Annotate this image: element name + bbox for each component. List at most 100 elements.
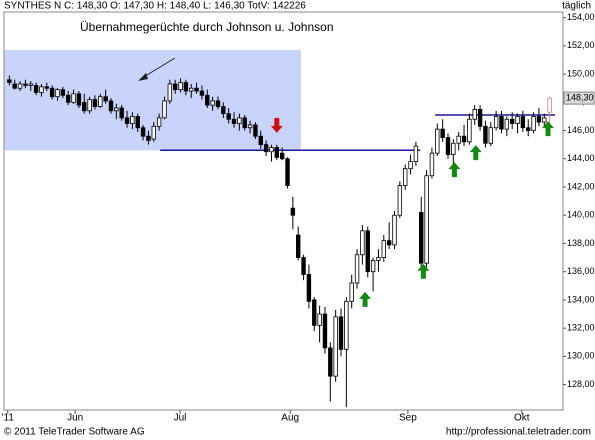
candle-body (76, 93, 82, 106)
annotation: Übernahmegerüchte durch Johnson u. Johns… (80, 20, 334, 34)
candle-body (515, 116, 520, 124)
candle-body (360, 230, 365, 256)
annotation-arrow (141, 57, 176, 79)
candle-body (451, 142, 456, 155)
candle-body (44, 86, 49, 89)
candle-body (317, 313, 322, 326)
candle-body (301, 257, 306, 275)
candle-body (536, 116, 542, 123)
candle-body (370, 259, 376, 273)
candle-body (226, 113, 231, 120)
candle-body (429, 152, 435, 177)
last-price-box (563, 91, 595, 105)
candle-body (376, 257, 381, 261)
candle-body (493, 116, 499, 129)
y-tick-label: 138,00 (567, 238, 595, 248)
candle-body (189, 87, 194, 92)
candle-body (98, 96, 103, 107)
y-tick-label: 140,00 (567, 210, 595, 220)
y-tick-label: 130,00 (567, 351, 595, 361)
chart-title: SYNTHES N C: 148,30 O: 147,30 H: 148,40 … (4, 1, 306, 12)
x-tick-label: Jun (67, 413, 83, 424)
footer-left: © 2011 TeleTrader Software AG (4, 427, 145, 438)
signal-arrow (359, 291, 372, 307)
candle-body (467, 118, 472, 143)
candle-body (488, 127, 493, 144)
candle-body (509, 118, 515, 124)
candle-body (354, 254, 360, 284)
y-tick-label: 142,00 (567, 181, 595, 191)
candle-body (338, 316, 344, 350)
candle-body (258, 135, 263, 146)
candle-body (397, 185, 403, 216)
candle-body (483, 125, 488, 144)
candle-body (504, 118, 510, 130)
candle-body (92, 99, 98, 107)
candle-body (87, 99, 92, 112)
candle-body (413, 145, 419, 163)
candle-body (461, 135, 467, 143)
candle-body (172, 83, 178, 91)
candle-body (167, 83, 173, 102)
y-tick-label: 134,00 (567, 294, 595, 304)
candle-body (65, 94, 71, 103)
candle-body (542, 117, 547, 123)
last-price-label: 148,30 (566, 92, 594, 102)
candle-body (269, 147, 274, 153)
candle-body (435, 128, 440, 154)
candle-body (477, 108, 483, 127)
candle-body (242, 117, 247, 129)
y-tick-label: 144,00 (567, 153, 595, 163)
candle-body (263, 144, 269, 153)
candle-body (349, 282, 354, 302)
y-tick-label: 146,00 (567, 125, 595, 135)
candle-body (402, 168, 408, 186)
plot-frame (3, 11, 564, 411)
candle-body (285, 158, 290, 186)
y-tick-label: 132,00 (567, 323, 595, 333)
candle-body (55, 89, 60, 98)
y-tick-label: 150,00 (567, 68, 595, 78)
candle-body (279, 152, 285, 160)
candle-body (23, 83, 28, 86)
candle-body (49, 87, 55, 98)
candle-body (237, 117, 242, 124)
candle-body (424, 175, 429, 264)
candle-body (472, 108, 477, 120)
x-tick-label: Aug (281, 413, 299, 424)
candle-body (12, 83, 17, 89)
candle-body (146, 135, 151, 141)
x-tick-label: Okt (514, 413, 530, 424)
candle-body (39, 86, 44, 93)
candle-body (247, 124, 253, 129)
candle-body (381, 240, 386, 258)
candle-body (312, 299, 317, 326)
candle-body (71, 93, 76, 103)
candle-body (199, 90, 205, 96)
signal-arrow (270, 117, 283, 133)
candle-body (499, 116, 504, 130)
footer-right: http://professional.teletrader.com (446, 427, 591, 438)
y-tick-label: 154,00 (567, 12, 595, 22)
candle-body (108, 100, 114, 112)
candle-body (290, 207, 296, 216)
candle-body (274, 147, 280, 158)
x-tick-label: Jul (174, 413, 187, 424)
candle-body (445, 137, 451, 155)
candle-body (526, 127, 531, 131)
x-tick-label: Sep (399, 413, 417, 424)
candle-body (135, 116, 140, 129)
candle-body (28, 83, 33, 86)
candle-body (440, 128, 445, 139)
candle-body (386, 240, 392, 246)
candle-body (365, 230, 370, 273)
candle-body (7, 79, 12, 83)
x-tick-label: '11 (2, 413, 15, 424)
candle-body (60, 89, 66, 96)
period: täglich (562, 1, 591, 12)
candle-body (140, 127, 146, 137)
signal-arrow (417, 263, 430, 279)
candle-body (456, 135, 461, 144)
candle-body (253, 124, 258, 137)
candle-body (296, 234, 301, 258)
